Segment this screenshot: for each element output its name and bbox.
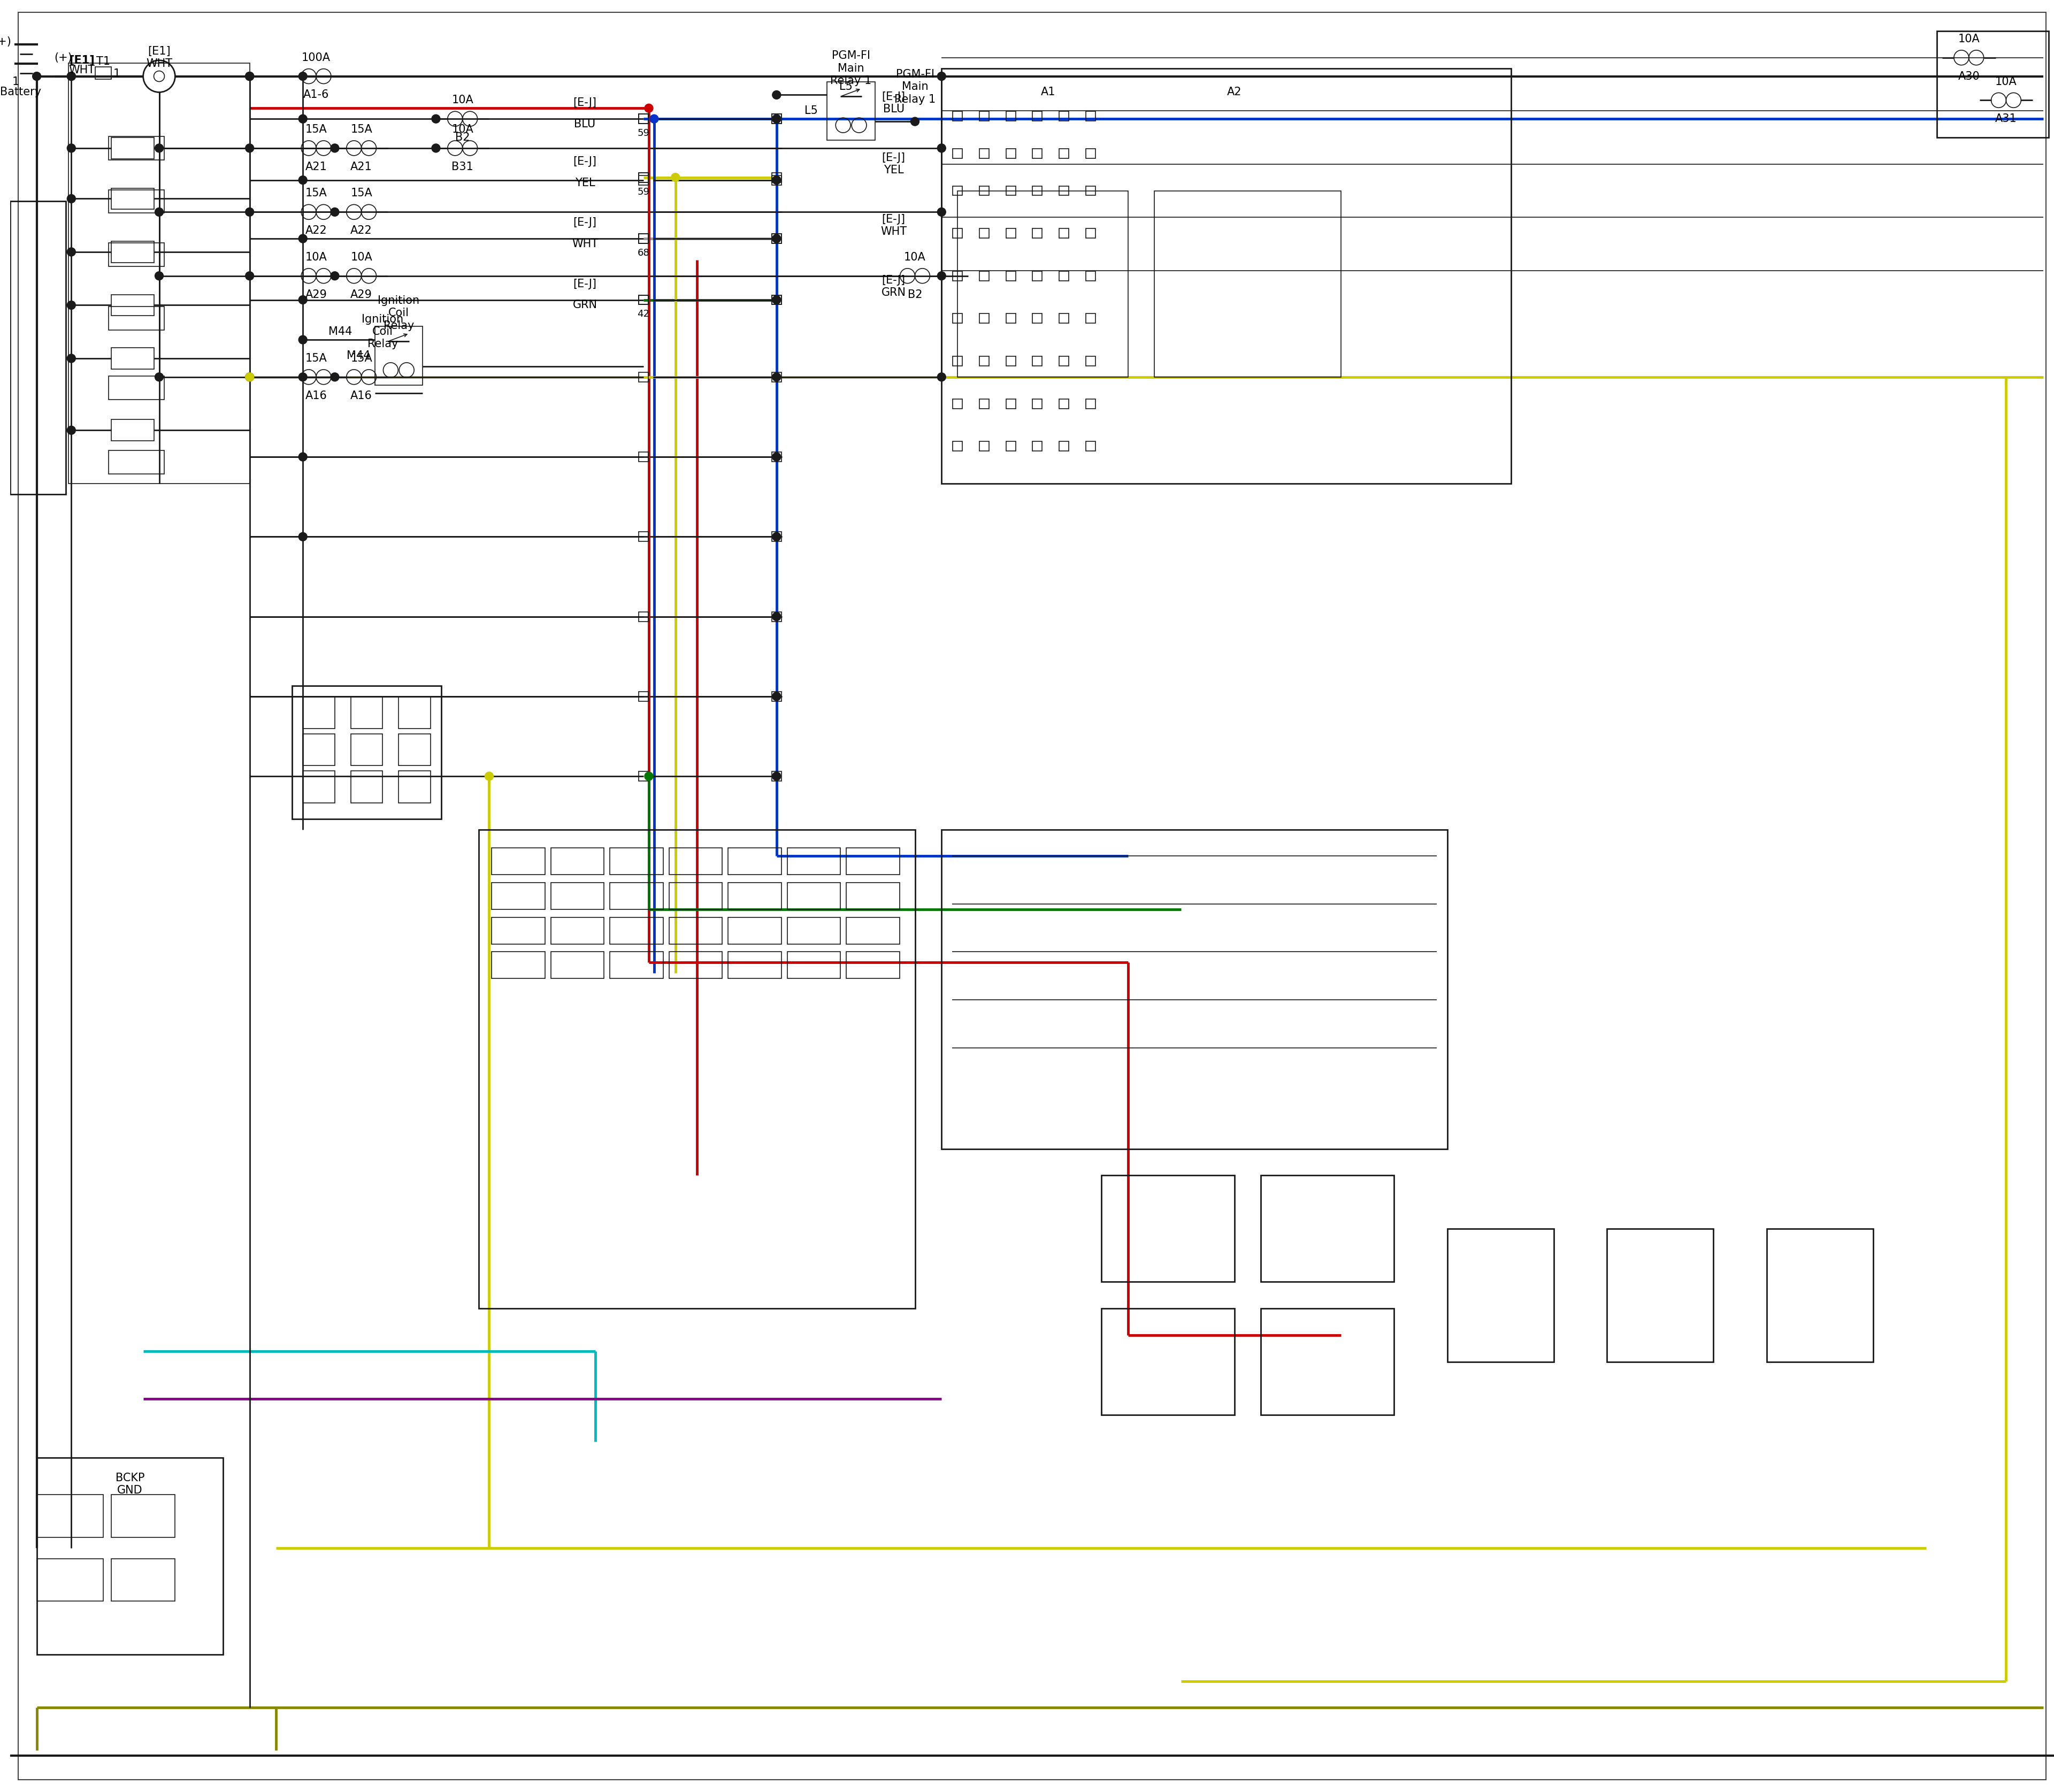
- Bar: [772, 172, 781, 183]
- Bar: [639, 172, 649, 183]
- Circle shape: [68, 301, 76, 310]
- Bar: [639, 172, 649, 183]
- Bar: [953, 357, 963, 366]
- Text: (+): (+): [53, 52, 72, 63]
- Bar: [1033, 357, 1041, 366]
- Text: A22: A22: [351, 226, 372, 237]
- Bar: [772, 176, 781, 185]
- Circle shape: [772, 296, 781, 305]
- Bar: [1087, 357, 1095, 366]
- Bar: [639, 296, 649, 305]
- Bar: [1060, 441, 1068, 452]
- Text: 10A: 10A: [306, 253, 327, 263]
- Bar: [111, 1495, 175, 1538]
- Bar: [1033, 186, 1041, 195]
- Bar: [1060, 314, 1068, 323]
- Bar: [1006, 314, 1015, 323]
- Bar: [37, 1495, 103, 1538]
- Bar: [374, 326, 423, 385]
- Bar: [1006, 441, 1015, 452]
- Bar: [980, 186, 988, 195]
- Bar: [953, 271, 963, 281]
- Circle shape: [244, 373, 255, 382]
- Text: BLU: BLU: [575, 118, 596, 129]
- Circle shape: [649, 115, 659, 124]
- Text: L5: L5: [840, 82, 852, 91]
- Bar: [1033, 400, 1041, 409]
- Bar: [111, 419, 154, 441]
- Bar: [1006, 186, 1015, 195]
- Bar: [491, 848, 544, 874]
- Text: Ignition
Coil
Relay: Ignition Coil Relay: [362, 314, 403, 349]
- Bar: [639, 233, 649, 244]
- Bar: [772, 233, 781, 244]
- Circle shape: [331, 208, 339, 217]
- Text: T1: T1: [97, 56, 111, 66]
- Bar: [639, 452, 649, 462]
- Bar: [302, 733, 335, 765]
- Bar: [639, 611, 649, 622]
- Bar: [111, 348, 154, 369]
- Circle shape: [244, 72, 255, 81]
- Text: PGM-FI
Main
Relay 1: PGM-FI Main Relay 1: [830, 50, 871, 86]
- Bar: [639, 532, 649, 541]
- Text: A30: A30: [1957, 72, 1980, 82]
- Bar: [491, 918, 544, 944]
- Bar: [37, 1559, 103, 1602]
- Circle shape: [298, 72, 308, 81]
- Bar: [639, 115, 649, 124]
- Text: [E-J]: [E-J]: [573, 278, 598, 289]
- Bar: [941, 830, 1448, 1149]
- Circle shape: [772, 692, 781, 701]
- Bar: [302, 771, 335, 803]
- Text: [E-J]: [E-J]: [573, 217, 598, 228]
- Bar: [980, 314, 988, 323]
- Circle shape: [298, 335, 308, 344]
- Circle shape: [298, 373, 308, 382]
- Bar: [109, 306, 164, 330]
- Bar: [610, 848, 663, 874]
- Bar: [111, 1559, 175, 1602]
- Text: A21: A21: [306, 161, 327, 172]
- Circle shape: [431, 115, 440, 124]
- Text: [E1]
WHT: [E1] WHT: [146, 47, 173, 70]
- Bar: [1060, 271, 1068, 281]
- Bar: [610, 952, 663, 978]
- Bar: [1087, 441, 1095, 452]
- Text: 10A: 10A: [452, 95, 472, 106]
- Circle shape: [937, 272, 945, 280]
- Bar: [302, 697, 335, 728]
- Bar: [479, 830, 914, 1308]
- Bar: [111, 188, 154, 210]
- Bar: [550, 848, 604, 874]
- Bar: [1937, 30, 2048, 138]
- Bar: [772, 611, 781, 622]
- Bar: [772, 452, 781, 462]
- Bar: [491, 952, 544, 978]
- Text: A21: A21: [351, 161, 372, 172]
- Text: PGM-FI
Main
Relay 1: PGM-FI Main Relay 1: [893, 70, 937, 104]
- Bar: [772, 115, 781, 124]
- Bar: [398, 771, 431, 803]
- Bar: [1060, 229, 1068, 238]
- Text: GRN: GRN: [573, 299, 598, 310]
- Bar: [953, 111, 963, 122]
- Bar: [639, 176, 649, 185]
- Circle shape: [772, 115, 781, 124]
- Text: B31: B31: [452, 161, 472, 172]
- Text: [E-J]
YEL: [E-J] YEL: [881, 152, 906, 176]
- Bar: [610, 918, 663, 944]
- Text: 42: 42: [637, 310, 649, 319]
- Circle shape: [244, 143, 255, 152]
- Bar: [1033, 111, 1041, 122]
- Bar: [292, 686, 442, 819]
- Text: 1: 1: [113, 68, 119, 79]
- Bar: [109, 136, 164, 159]
- Bar: [550, 952, 604, 978]
- Bar: [953, 400, 963, 409]
- Bar: [1033, 149, 1041, 158]
- Text: L5: L5: [805, 106, 817, 116]
- Bar: [68, 63, 251, 484]
- Circle shape: [772, 235, 781, 244]
- Circle shape: [772, 532, 781, 541]
